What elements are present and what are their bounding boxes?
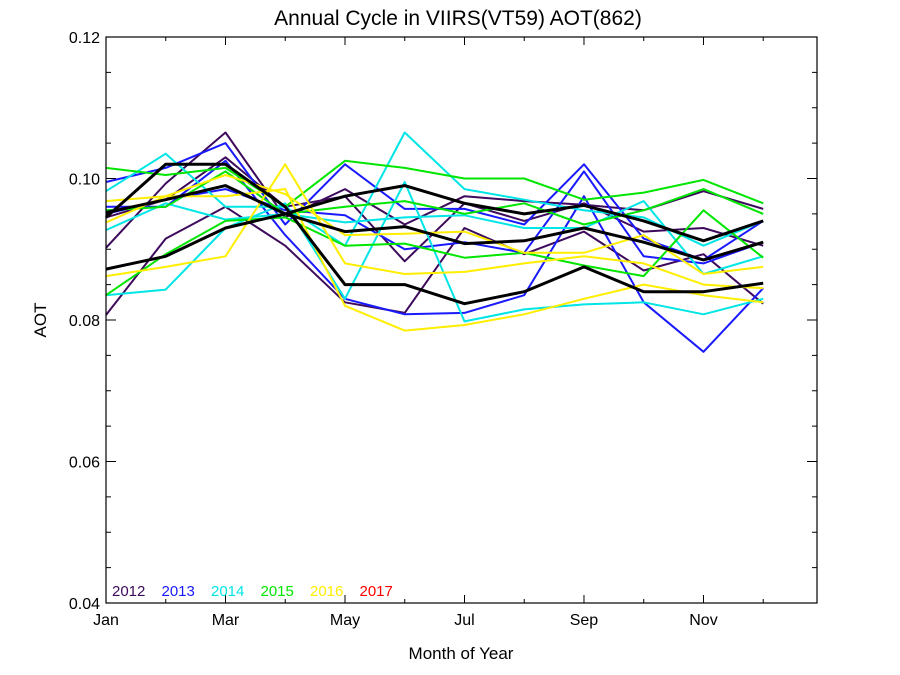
tick-layer: Jan Mar May Jul Sep Nov 0.04 0.06 0.08 0.10 0.12 [69, 30, 817, 629]
y-tick-label: 0.08 [69, 313, 100, 330]
x-tick-label: Jul [454, 612, 474, 629]
x-tick-label: Sep [570, 612, 599, 629]
legend-item-2015: 2015 [261, 583, 294, 600]
legend-item-2012: 2012 [112, 583, 145, 600]
series-layer [105, 131, 764, 353]
series-line-8 [105, 181, 764, 323]
y-tick-label: 0.10 [69, 172, 100, 189]
series-line-6 [105, 170, 764, 265]
series-line-11 [105, 209, 764, 297]
chart-title: Annual Cycle in VIIRS(VT59) AOT(862) [274, 7, 642, 30]
series-line-15 [105, 188, 764, 332]
series-line-12 [105, 170, 764, 226]
series-line-18 [105, 162, 764, 306]
series-line-9 [105, 200, 764, 275]
series-line-7 [105, 131, 764, 247]
y-tick-label: 0.12 [69, 30, 100, 47]
x-tick-label: Jan [93, 612, 119, 629]
series-line-14 [105, 163, 764, 290]
plot-frame [105, 36, 818, 604]
x-tick-label: May [330, 612, 360, 629]
x-tick-label: Nov [689, 612, 717, 629]
series-line-13 [105, 174, 764, 275]
series-line-16 [105, 184, 764, 243]
x-tick-label: Mar [212, 612, 240, 629]
legend: 2012 2013 2014 2015 2016 2017 [112, 583, 393, 600]
legend-item-2013: 2013 [162, 583, 195, 600]
series-line-10 [105, 159, 764, 208]
legend-item-2017: 2017 [360, 583, 393, 600]
x-axis-label: Month of Year [409, 644, 514, 663]
y-tick-label: 0.06 [69, 455, 100, 472]
legend-item-2016: 2016 [310, 583, 343, 600]
legend-item-2014: 2014 [211, 583, 244, 600]
series-line-17 [105, 212, 764, 271]
y-tick-label: 0.04 [69, 596, 100, 613]
y-axis-label: AOT [31, 303, 50, 338]
